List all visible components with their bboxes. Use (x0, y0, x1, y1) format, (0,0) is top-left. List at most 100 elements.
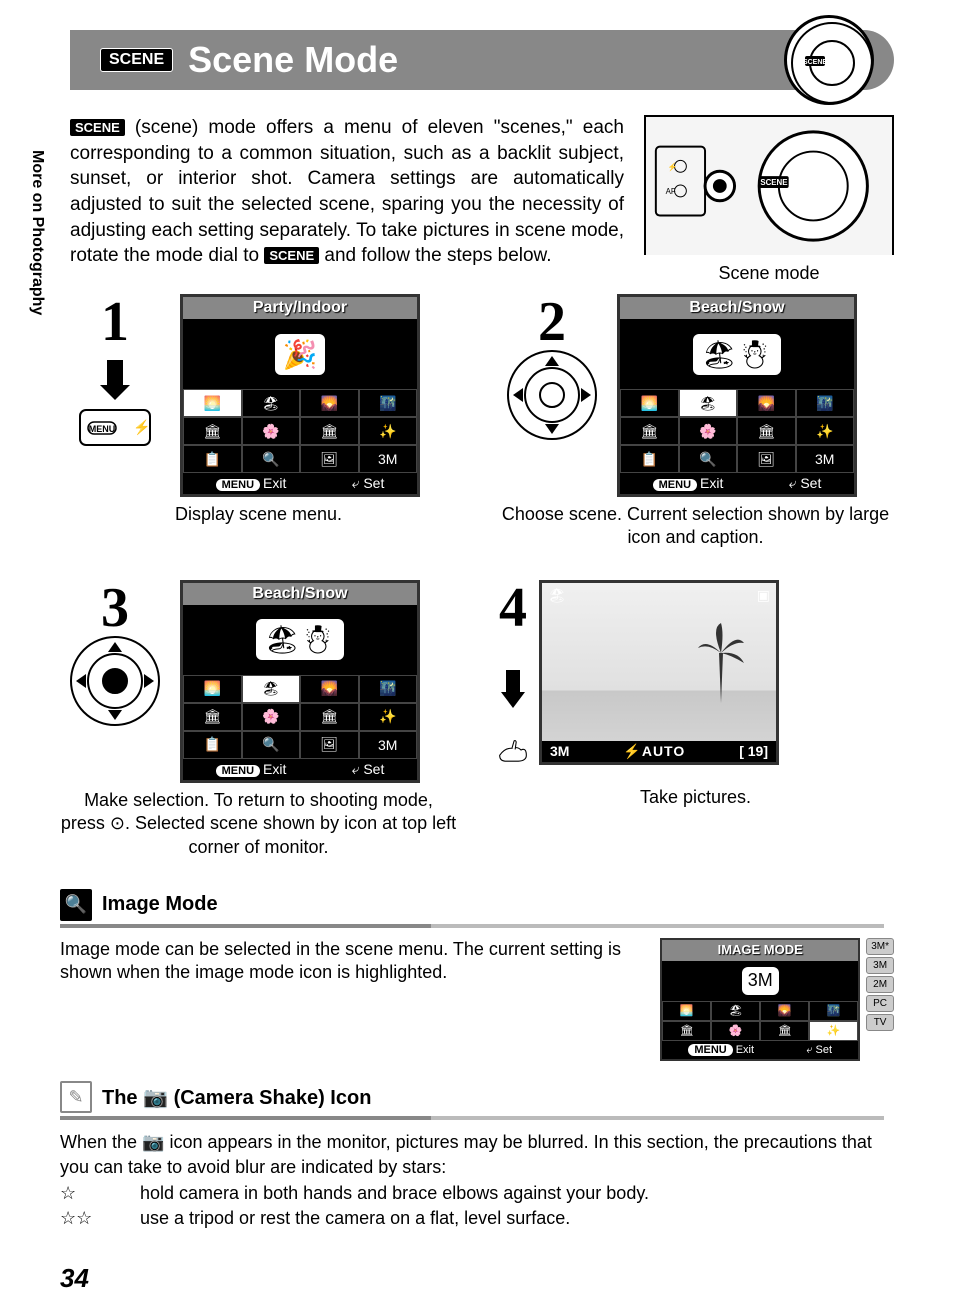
scene-grid-cell: 3M (359, 731, 418, 759)
svg-text:AF: AF (666, 187, 676, 196)
step-caption: Take pictures. (497, 786, 894, 809)
scene-grid-cell: 🌄 (300, 675, 359, 703)
image-mode-options: 3M* 3M 2M PC TV (866, 938, 894, 1031)
svg-text:⚡: ⚡ (133, 419, 150, 436)
divider (60, 1116, 884, 1120)
scene-badge-inline: SCENE (70, 119, 125, 136)
step-number: 3 (101, 580, 129, 636)
image-mode-option: 3M* (866, 938, 894, 955)
step-number: 2 (538, 294, 566, 350)
svg-text:SCENE: SCENE (803, 59, 827, 66)
scene-grid-cell: 📋 (183, 445, 242, 473)
scene-grid-cell: 🏛 (300, 417, 359, 445)
scene-grid-cell: 🌸 (711, 1021, 760, 1041)
scene-grid-cell: 3M (359, 445, 418, 473)
scene-grid-cell: 🌸 (242, 703, 301, 731)
party-icon: 🎉 (275, 334, 326, 375)
scene-grid-cell: 📋 (620, 445, 679, 473)
camera-figure: ⚡ AF SCENE Scene mode (644, 115, 894, 284)
scene-grid-cell: 🌅 (620, 389, 679, 417)
image-mode-option: 2M (866, 976, 894, 993)
scene-grid-cell: 🌃 (359, 389, 418, 417)
lcd-screen: Party/Indoor 🎉 🌅🏖🌄🌃🏛🌸🏛✨📋🔍🖼3M MENUExit ⤶ … (180, 294, 420, 497)
title-bar: SCENE Scene Mode SCENE (70, 30, 894, 90)
image-mode-header: 🔍 Image Mode (60, 889, 894, 921)
image-mode-option: PC (866, 995, 894, 1012)
page-number: 34 (60, 1263, 89, 1294)
scene-grid-cell: 🌃 (359, 675, 418, 703)
image-mode-body: Image mode can be selected in the scene … (60, 938, 894, 1061)
sidebar-label: More on Photography (28, 150, 46, 315)
divider (60, 924, 884, 928)
scene-grid-cell: 🏛 (300, 703, 359, 731)
scene-grid-cell: 🏛 (662, 1021, 711, 1041)
svg-text:MENU: MENU (89, 424, 116, 434)
note-icon: ✎ (60, 1081, 92, 1113)
scene-grid-cell: 📋 (183, 731, 242, 759)
scene-grid-cell: 🏖 (242, 675, 301, 703)
scene-grid-cell: 🌃 (796, 389, 855, 417)
step-caption: Make selection. To return to shooting mo… (60, 789, 457, 859)
scene-grid-cell: 🏖 (711, 1001, 760, 1021)
scene-grid-cell: 🏖 (242, 389, 301, 417)
preview-screen: 🏖 ▣ 3M ⚡AUTO [ 19] (539, 580, 779, 765)
step-3: 3 Beach/Snow 🏖☃ 🌅🏖🌄🌃🏛🌸🏛✨📋🔍🖼3M MENUExit ⤶… (60, 580, 457, 859)
scene-indicator-icon: 🏖 (548, 587, 566, 604)
scene-grid-cell: 🔍 (242, 445, 301, 473)
image-mode-icon: 3M (742, 967, 779, 994)
scene-grid-cell: ✨ (796, 417, 855, 445)
scene-grid-cell: 🏖 (679, 389, 738, 417)
shake-body: When the 📷 icon appears in the monitor, … (60, 1130, 894, 1231)
scene-grid-cell: 🌸 (242, 417, 301, 445)
beach-icon: 🏖☃ (693, 334, 780, 375)
scene-grid-cell: 🏛 (737, 417, 796, 445)
step-1: 1 MENU ⚡ Party/Indoor 🎉 🌅🏖🌄🌃🏛🌸🏛✨📋🔍🖼 (60, 294, 457, 550)
scene-grid-cell: ✨ (359, 417, 418, 445)
scene-grid-cell: 🌄 (300, 389, 359, 417)
scene-grid-cell: 🌄 (737, 389, 796, 417)
scene-grid-cell: 🌅 (183, 389, 242, 417)
svg-text:⚡: ⚡ (668, 161, 678, 171)
mode-dial-icon: SCENE (784, 15, 874, 105)
step-2: 2 Beach/Snow 🏖☃ 🌅🏖🌄🌃🏛🌸🏛✨📋🔍🖼3M MENUExit ⤶… (497, 294, 894, 550)
image-mode-option: 3M (866, 957, 894, 974)
press-hand-icon (497, 666, 529, 780)
scene-badge: SCENE (100, 48, 173, 72)
camera-caption: Scene mode (644, 263, 894, 284)
camera-shake-header: ✎ The 📷 (Camera Shake) Icon (60, 1081, 894, 1113)
scene-grid-cell: 3M (796, 445, 855, 473)
scene-grid-cell: 🔍 (679, 445, 738, 473)
scene-grid-cell: 🌄 (760, 1001, 809, 1021)
scene-grid-cell: 🏛 (760, 1021, 809, 1041)
dpad-icon (70, 636, 160, 726)
scene-badge-inline: SCENE (264, 247, 319, 264)
scene-grid-cell: 🏛 (183, 417, 242, 445)
step-number: 1 (101, 294, 129, 350)
scene-grid-cell: 🌅 (183, 675, 242, 703)
image-mode-option: TV (866, 1014, 894, 1031)
scene-grid-cell: 🖼 (300, 731, 359, 759)
camera-illustration: ⚡ AF SCENE (644, 115, 894, 255)
intro-row: SCENE (scene) mode offers a menu of elev… (70, 115, 894, 284)
step-caption: Display scene menu. (60, 503, 457, 526)
beach-icon: 🏖☃ (256, 619, 343, 660)
scene-grid-cell: ✨ (809, 1021, 858, 1041)
intro-text: SCENE (scene) mode offers a menu of elev… (70, 115, 624, 284)
step-4: 4 🏖 ▣ (497, 580, 894, 859)
memory-icon: ▣ (757, 587, 770, 604)
scene-grid-cell: 🏛 (183, 703, 242, 731)
scene-grid-cell: 🖼 (737, 445, 796, 473)
scene-grid-cell: 🌃 (809, 1001, 858, 1021)
step-number: 4 (499, 580, 527, 636)
scene-grid-cell: ✨ (359, 703, 418, 731)
scene-grid-cell: 🔍 (242, 731, 301, 759)
dpad-icon (507, 350, 597, 440)
scene-grid-cell: 🌸 (679, 417, 738, 445)
palm-tree-icon (696, 613, 746, 703)
mini-lcd: IMAGE MODE 3M 🌅🏖🌄🌃🏛🌸🏛✨ MENUExit ⤶ Set (660, 938, 860, 1061)
scene-grid-cell: 🖼 (300, 445, 359, 473)
camera-menu-icon: MENU ⚡ (60, 350, 170, 460)
magnifier-icon: 🔍 (60, 889, 92, 921)
scene-grid-cell: 🏛 (620, 417, 679, 445)
page-title: Scene Mode (188, 39, 398, 81)
